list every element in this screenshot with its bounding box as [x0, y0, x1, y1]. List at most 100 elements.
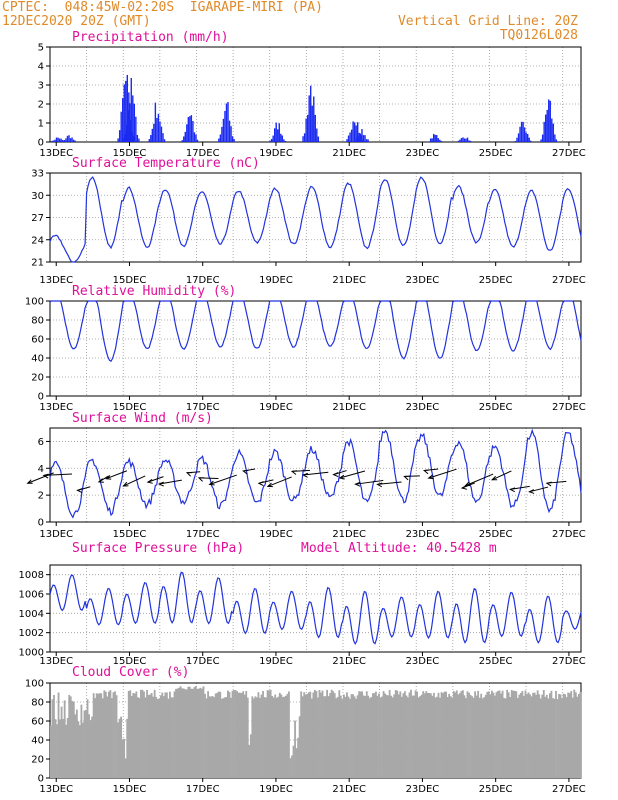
- precip-bar: [543, 121, 545, 142]
- precip-bar: [367, 139, 369, 142]
- cloud-bar: [571, 697, 574, 778]
- precip-bar: [230, 126, 232, 142]
- cloud-bar: [471, 696, 473, 778]
- precip-bar: [156, 117, 158, 142]
- precip-bar: [150, 135, 152, 142]
- y-tick-label: 1008: [19, 570, 44, 581]
- cloud-bar: [564, 694, 567, 778]
- cloud-bar: [291, 755, 293, 778]
- cloud-bar: [165, 692, 168, 778]
- precip-bar: [361, 129, 363, 142]
- cloud-bar: [457, 694, 460, 778]
- x-tick-label: 21DEC: [332, 402, 366, 413]
- precip-bar: [55, 137, 58, 142]
- x-tick-label: 27DEC: [552, 784, 586, 795]
- wind-vector: [27, 472, 54, 484]
- x-tick-label: 15DEC: [113, 784, 147, 795]
- cloud-bar: [574, 692, 577, 778]
- precip-bar: [355, 140, 357, 142]
- x-tick-label: 23DEC: [406, 402, 440, 413]
- cloud-bar: [375, 691, 377, 778]
- cloud-bar: [364, 696, 367, 778]
- cloud-bar: [521, 690, 524, 778]
- cloud-bar: [118, 718, 121, 778]
- precip-bar: [186, 124, 188, 142]
- x-tick-label: 13DEC: [39, 656, 73, 667]
- cloud-bar: [365, 691, 368, 778]
- cloud-bar: [104, 691, 107, 778]
- cloud-bar: [178, 687, 180, 778]
- cloud-bar: [153, 689, 156, 778]
- precip-bar: [153, 123, 155, 142]
- precip-bar: [283, 139, 285, 142]
- cloud-bar: [548, 693, 551, 778]
- cloud-bar: [385, 694, 388, 778]
- cloud-bar: [539, 698, 542, 778]
- cloud-bar: [144, 697, 147, 778]
- precip-bar: [124, 134, 126, 142]
- wind-vector: [267, 476, 292, 487]
- cloud-bar: [284, 695, 287, 778]
- y-tick-label: 60: [31, 335, 44, 346]
- cloud-bar: [228, 692, 231, 778]
- cloud-bar: [556, 699, 559, 778]
- series-line: [49, 300, 582, 363]
- precip-bar: [516, 137, 518, 142]
- panel-title: Cloud Cover (%): [72, 665, 189, 680]
- cloud-bar: [498, 690, 501, 778]
- cloud-bar: [509, 697, 512, 778]
- cloud-bar: [101, 698, 104, 778]
- cloud-bar: [82, 722, 84, 778]
- x-tick-label: 13DEC: [39, 784, 73, 795]
- precip-bar: [190, 115, 193, 142]
- precip-bar: [316, 128, 318, 142]
- series-line: [49, 428, 582, 519]
- precip-bar: [120, 111, 122, 142]
- cloud-bar: [92, 693, 95, 778]
- cloud-bar: [71, 700, 74, 778]
- cloud-bar: [460, 691, 463, 778]
- cloud-bar: [368, 698, 371, 778]
- cloud-bar: [272, 697, 275, 778]
- panel-frame: [49, 564, 582, 653]
- wind-vector: [43, 473, 72, 476]
- cloud-bar: [440, 692, 443, 778]
- cloud-bar: [445, 691, 448, 778]
- cloud-bar: [552, 698, 554, 778]
- panel-annotation: Model Altitude: 40.5428 m: [301, 541, 497, 556]
- panel-title: Surface Wind (m/s): [72, 411, 213, 426]
- precip-bar: [353, 122, 356, 142]
- cloud-bar: [565, 697, 568, 778]
- cloud-bar: [254, 696, 257, 778]
- wind-vector: [159, 479, 182, 485]
- cloud-bar: [112, 692, 115, 778]
- cloud-bar: [370, 696, 373, 778]
- x-tick-label: 13DEC: [39, 275, 73, 286]
- cloud-bar: [173, 691, 176, 778]
- cloud-bar: [187, 686, 190, 778]
- cloud-bar: [518, 694, 521, 778]
- cloud-bar: [94, 698, 97, 778]
- cloud-bar: [342, 694, 345, 778]
- cloud-bar: [288, 691, 290, 778]
- cloud-bar: [422, 691, 425, 778]
- cloud-bar: [85, 709, 87, 778]
- cloud-bar: [324, 696, 327, 778]
- cloud-bar: [429, 693, 432, 778]
- precip-bar: [466, 137, 469, 142]
- cloud-bar: [223, 697, 226, 778]
- cloud-bar: [211, 696, 214, 778]
- cloud-bar: [301, 696, 304, 778]
- precip-bar: [231, 136, 234, 142]
- precip-bar: [126, 74, 128, 142]
- cloud-bar: [475, 695, 478, 778]
- panel-frame: [49, 427, 582, 523]
- cloud-bar: [89, 720, 92, 778]
- cloud-bar: [477, 690, 480, 778]
- precip-bar: [346, 139, 348, 142]
- wind-arrowhead: [105, 475, 112, 480]
- cloud-bar: [567, 692, 570, 778]
- cloud-bar: [217, 691, 220, 778]
- precip-bar: [469, 140, 472, 142]
